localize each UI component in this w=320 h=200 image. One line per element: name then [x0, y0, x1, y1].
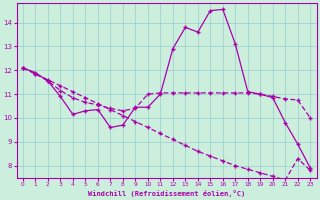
X-axis label: Windchill (Refroidissement éolien,°C): Windchill (Refroidissement éolien,°C) [88, 190, 245, 197]
